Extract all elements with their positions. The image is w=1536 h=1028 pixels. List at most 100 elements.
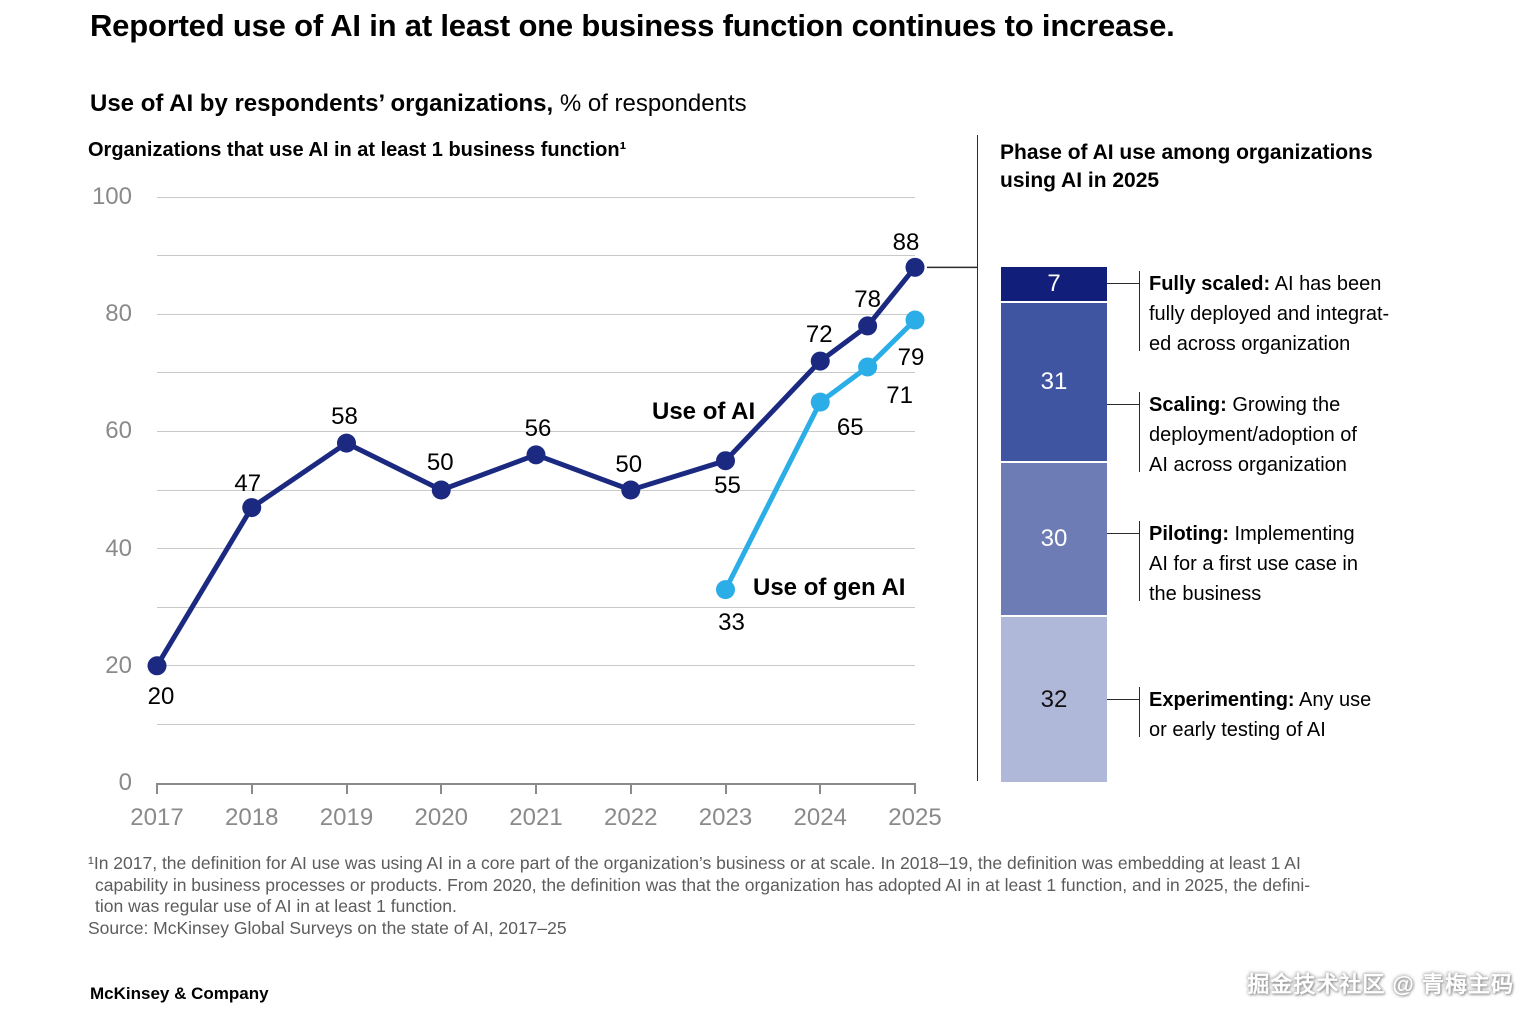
y-tick-label: 80	[105, 300, 132, 328]
bar-segment-value: 31	[1040, 368, 1068, 396]
data-point	[858, 357, 878, 377]
y-tick-label: 20	[105, 651, 132, 679]
series-label-use-of-ai: Use of AI	[652, 398, 756, 425]
phase-label-piloting: Piloting: Implementing AI for a first use…	[1149, 523, 1358, 605]
x-tick-label: 2024	[793, 804, 847, 831]
x-axis-tick	[535, 783, 537, 794]
panel-divider	[977, 135, 978, 781]
data-label: 65	[836, 414, 864, 442]
x-tick-label: 2022	[604, 804, 658, 831]
x-axis-tick	[250, 783, 253, 794]
x-tick-label: 2017	[130, 804, 184, 831]
data-label: 33	[718, 608, 745, 636]
phase-bracket	[1139, 392, 1140, 472]
gridline	[157, 313, 915, 315]
x-axis-tick	[724, 783, 727, 794]
y-tick-label: 60	[105, 417, 132, 445]
gridline	[157, 489, 915, 491]
gridline	[157, 548, 915, 550]
data-label: 78	[854, 285, 881, 313]
page-subtitle: Use of AI by respondents’ organizations,…	[90, 90, 747, 118]
data-label: 72	[805, 321, 833, 349]
footnote-line-3: tion was regular use of AI in at least 1…	[95, 896, 457, 916]
data-point	[858, 316, 878, 336]
x-tick-label: 2019	[319, 804, 374, 831]
subtitle-bold-part: Use of AI by respondents’ organizations,	[90, 90, 554, 117]
phase-label-experimenting: Experimenting: Any use or early testing o…	[1149, 689, 1372, 741]
y-tick-label: 40	[105, 534, 132, 562]
series-label-use-of-gen-ai: Use of gen AI	[753, 574, 906, 601]
phase-bracket	[1139, 521, 1140, 601]
phase-connector	[1107, 699, 1139, 700]
data-point	[810, 392, 830, 412]
bar-chart-title: Phase of AI use among organizations usin…	[1000, 141, 1373, 192]
x-tick-label: 2023	[698, 804, 753, 831]
phase-connector	[1107, 533, 1139, 534]
x-tick-label: 2025	[888, 804, 942, 831]
footnote: ¹In 2017, the definition for AI use was …	[88, 853, 1310, 939]
gridline	[157, 606, 915, 608]
footnote-line-1: ¹In 2017, the definition for AI use was …	[88, 853, 1301, 873]
bar-segment-experimenting: 32	[1001, 617, 1107, 782]
phase-connector	[1107, 404, 1139, 405]
gridline	[157, 723, 915, 725]
watermark: 掘金技术社区 @ 青梅主码	[1247, 972, 1514, 997]
bar-segment-value: 30	[1040, 525, 1068, 553]
data-point	[716, 451, 735, 471]
x-axis-tick	[345, 783, 348, 794]
phase-bracket	[1139, 687, 1140, 737]
data-point	[716, 580, 735, 600]
phase-term: Scaling:	[1149, 394, 1227, 416]
x-axis-tick	[156, 783, 158, 794]
y-tick-label: 0	[118, 769, 132, 796]
brand-logo-text: McKinsey & Company	[90, 984, 269, 1003]
x-axis-tick	[629, 783, 632, 794]
phase-label-scaling: Scaling: Growing the deployment/adoption …	[1149, 394, 1357, 476]
data-point	[337, 433, 356, 453]
phase-bracket	[1139, 271, 1140, 351]
data-label: 20	[147, 682, 175, 710]
footnote-line-2: capability in business processes or prod…	[95, 874, 1311, 895]
bar-segment-piloting: 30	[1001, 462, 1107, 618]
subtitle-regular-part: % of respondents	[553, 90, 747, 117]
footnote-source: Source: McKinsey Global Surveys on the s…	[88, 917, 567, 938]
data-point	[810, 351, 830, 371]
phase-term: Experimenting:	[1149, 689, 1295, 711]
phase-connector	[1107, 283, 1139, 284]
data-label: 58	[331, 403, 358, 431]
series-line-use-of-gen-ai	[723, 318, 917, 591]
bar-segment-fullyscaled: 7	[1001, 267, 1107, 304]
data-point	[905, 257, 925, 277]
x-axis-tick	[440, 783, 443, 794]
data-label: 71	[886, 381, 913, 409]
gridline	[157, 665, 915, 667]
data-label: 56	[524, 414, 552, 442]
bar-segment-value: 32	[1040, 685, 1068, 713]
data-label: 79	[897, 344, 925, 372]
gridline	[157, 196, 915, 198]
x-axis-tick	[914, 783, 916, 794]
y-tick-label: 100	[91, 183, 132, 210]
gridline	[157, 372, 915, 374]
page-title: Reported use of AI in at least one busin…	[90, 8, 1175, 43]
data-label: 55	[714, 471, 741, 499]
data-point	[242, 498, 262, 518]
bar-segment-scaling: 31	[1001, 303, 1107, 463]
data-label: 47	[234, 469, 262, 497]
x-tick-label: 2020	[414, 804, 468, 831]
bar-segment-value: 7	[1047, 270, 1061, 298]
phase-term: Fully scaled:	[1149, 273, 1271, 295]
x-tick-label: 2021	[509, 804, 563, 831]
phase-term: Piloting:	[1149, 523, 1229, 545]
data-label: 50	[426, 449, 454, 476]
x-tick-label: 2018	[225, 804, 279, 831]
line-chart-title: Organizations that use AI in at least 1 …	[88, 139, 627, 161]
phase-label-fullyscaled: Fully scaled: AI has been fully deployed …	[1149, 273, 1390, 355]
gridline	[157, 255, 915, 257]
x-axis-tick	[819, 783, 822, 794]
data-point	[526, 445, 546, 465]
data-label: 50	[615, 451, 643, 478]
data-label: 88	[892, 229, 920, 257]
